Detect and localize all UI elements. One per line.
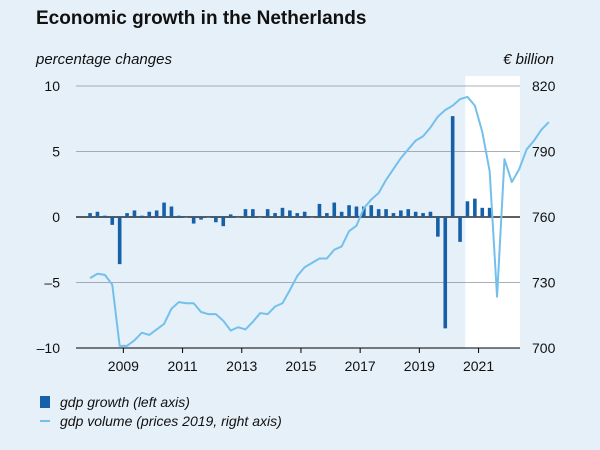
left-tick-label: 5 bbox=[52, 144, 60, 160]
gdp-growth-bar bbox=[399, 210, 403, 217]
gdp-growth-bar bbox=[473, 198, 477, 217]
gdp-growth-bar bbox=[376, 209, 381, 217]
gdp-growth-bar bbox=[265, 209, 270, 217]
chart-title: Economic growth in the Netherlands bbox=[36, 8, 367, 29]
x-tick-label: 2015 bbox=[285, 358, 316, 374]
gdp-growth-bar bbox=[362, 206, 366, 217]
gdp-growth-bar bbox=[443, 217, 448, 329]
gdp-volume-line bbox=[89, 95, 550, 347]
gdp-growth-bar bbox=[273, 213, 277, 217]
gdp-growth-bar bbox=[339, 211, 344, 217]
gdp-growth-bar bbox=[88, 213, 92, 217]
gdp-growth-bar bbox=[317, 203, 322, 217]
gdp-growth-bar bbox=[169, 206, 174, 217]
gdp-growth-bar bbox=[162, 202, 166, 217]
gdp-growth-bar bbox=[295, 213, 300, 217]
gdp-growth-bar bbox=[302, 211, 307, 217]
left-tick-label: –10 bbox=[37, 340, 61, 356]
gdp-growth-bar bbox=[458, 217, 462, 242]
gdp-growth-bar bbox=[332, 202, 337, 217]
gdp-growth-bar bbox=[132, 210, 137, 217]
gdp-growth-bar bbox=[251, 209, 255, 217]
x-tick-label: 2021 bbox=[463, 358, 494, 374]
left-tick-label: 10 bbox=[44, 78, 60, 94]
gdp-growth-bar bbox=[191, 217, 196, 224]
right-tick-label: 760 bbox=[532, 209, 556, 225]
gdp-growth-bar bbox=[288, 210, 292, 217]
gdp-growth-bar bbox=[199, 217, 203, 220]
chart-plot-area: 10 5 0 –5 –10 820 790 760 730 700 2009 2011 2013 2015… bbox=[37, 76, 556, 374]
gdp-growth-bar bbox=[177, 215, 181, 217]
gdp-growth-bar bbox=[354, 206, 359, 217]
gdp-growth-bar bbox=[103, 215, 107, 217]
gdp-growth-bar bbox=[95, 211, 100, 217]
right-tick-label: 820 bbox=[532, 78, 556, 94]
gdp-growth-bar bbox=[140, 215, 144, 217]
right-tick-label: 700 bbox=[532, 340, 556, 356]
legend-label-gdp-growth: gdp growth (left axis) bbox=[60, 394, 190, 410]
gdp-growth-bar bbox=[347, 205, 351, 217]
gdp-growth-bar bbox=[154, 210, 159, 217]
gdp-growth-bar bbox=[228, 214, 233, 217]
gdp-growth-bar bbox=[110, 217, 115, 225]
legend-label-gdp-volume: gdp volume (prices 2019, right axis) bbox=[60, 413, 282, 429]
gdp-growth-bar bbox=[384, 209, 388, 217]
gdp-growth-bar bbox=[258, 217, 263, 218]
legend-bar-swatch bbox=[40, 396, 50, 408]
x-tick-label: 2017 bbox=[345, 358, 376, 374]
legend-item-gdp-growth: gdp growth (left axis) bbox=[40, 394, 190, 410]
legend-line-swatch bbox=[40, 420, 50, 422]
left-tick-label: –5 bbox=[44, 275, 60, 291]
gdp-growth-bar bbox=[125, 213, 129, 217]
gdp-growth-bar bbox=[436, 217, 440, 237]
x-tick-label: 2011 bbox=[168, 358, 198, 374]
gdp-growth-bar bbox=[221, 217, 226, 227]
x-tick-label: 2009 bbox=[108, 358, 139, 374]
gdp-growth-bar bbox=[450, 116, 455, 217]
gdp-growth-bar bbox=[184, 217, 189, 218]
gdp-growth-bar bbox=[421, 213, 425, 217]
legend-item-gdp-volume: gdp volume (prices 2019, right axis) bbox=[40, 413, 282, 429]
gdp-growth-bar bbox=[206, 217, 211, 218]
gdp-growth-bar bbox=[480, 207, 485, 217]
gdp-growth-bar bbox=[147, 211, 152, 217]
gdp-growth-bar bbox=[236, 217, 240, 218]
gdp-growth-bar bbox=[117, 217, 122, 265]
gdp-growth-bar bbox=[406, 209, 411, 217]
gdp-growth-bar bbox=[310, 217, 314, 218]
gdp-growth-bar bbox=[214, 217, 218, 223]
right-tick-label: 790 bbox=[532, 144, 556, 160]
x-tick-label: 2019 bbox=[404, 358, 435, 374]
left-axis-label: percentage changes bbox=[36, 51, 172, 68]
gdp-growth-bar bbox=[243, 209, 248, 217]
gdp-growth-bar bbox=[487, 207, 492, 217]
right-tick-label: 730 bbox=[532, 275, 556, 291]
gdp-growth-bar bbox=[465, 201, 470, 217]
left-tick-label: 0 bbox=[52, 209, 60, 225]
gdp-growth-bar bbox=[325, 213, 329, 217]
gdp-growth-bar bbox=[391, 213, 396, 217]
gdp-growth-bar bbox=[428, 211, 433, 217]
x-tick-label: 2013 bbox=[226, 358, 257, 374]
gdp-growth-bar bbox=[413, 211, 418, 217]
gdp-growth-bar bbox=[280, 207, 285, 217]
right-axis-label: € billion bbox=[503, 51, 554, 68]
gdp-growth-bar bbox=[369, 205, 374, 217]
